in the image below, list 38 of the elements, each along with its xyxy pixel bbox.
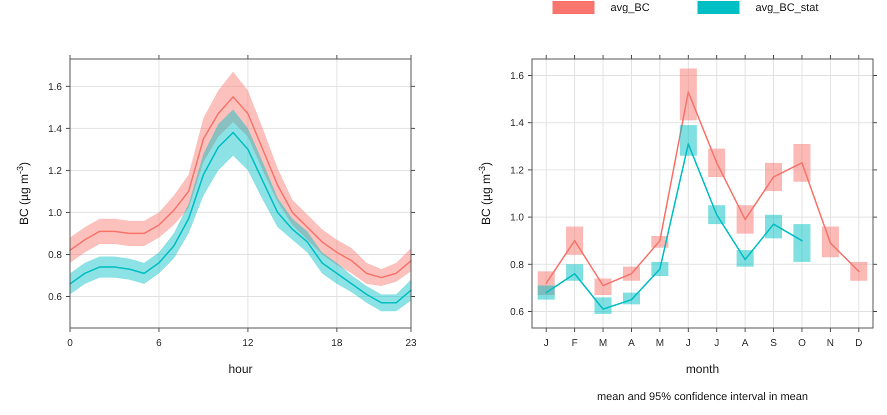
x-tick-label: A (742, 338, 749, 349)
x-axis-title: hour (228, 362, 253, 376)
x-tick-label: S (770, 338, 778, 349)
x-tick-label: O (798, 338, 806, 349)
line-series (69, 96, 412, 278)
x-tick-label: J (714, 338, 720, 349)
legend-label: avg_BC (610, 2, 650, 14)
x-tick-label: 12 (242, 338, 254, 349)
y-tick-label: 0.6 (48, 292, 62, 303)
y-tick-label: 1.6 (510, 71, 524, 82)
x-tick-label: 18 (331, 338, 343, 349)
y-tick-label: 1.4 (48, 124, 62, 135)
x-tick-label: F (572, 338, 578, 349)
line-series (69, 132, 412, 304)
line-series (545, 143, 803, 310)
x-tick-label: J (686, 338, 691, 349)
y-tick-label: 1.6 (48, 82, 62, 93)
x-axis-title: month (686, 362, 720, 376)
x-tick-label: M (598, 338, 608, 349)
x-tick-label: 23 (405, 338, 417, 349)
y-tick-label: 1.2 (48, 166, 62, 177)
y-tick-label: 0.6 (510, 306, 524, 318)
y-tick-label: 0.8 (510, 260, 524, 271)
legend-label: avg_BC_stat (756, 2, 818, 14)
x-tick-label: D (855, 338, 862, 349)
x-tick-label: A (628, 338, 636, 349)
y-tick-label: 0.8 (48, 250, 62, 261)
x-tick-label: N (826, 338, 834, 349)
x-tick-label: 6 (156, 338, 162, 349)
y-tick-label: 1.0 (48, 208, 62, 219)
y-tick-label: 1.2 (510, 165, 524, 176)
y-tick-label: 1.4 (510, 118, 524, 130)
x-tick-label: J (544, 338, 549, 349)
x-tick-label: M (656, 338, 664, 349)
x-tick-label: 0 (67, 338, 74, 349)
y-tick-label: 1.0 (510, 212, 524, 224)
line-series (545, 91, 860, 286)
text: mean and 95% confidence interval in mean (597, 391, 808, 403)
